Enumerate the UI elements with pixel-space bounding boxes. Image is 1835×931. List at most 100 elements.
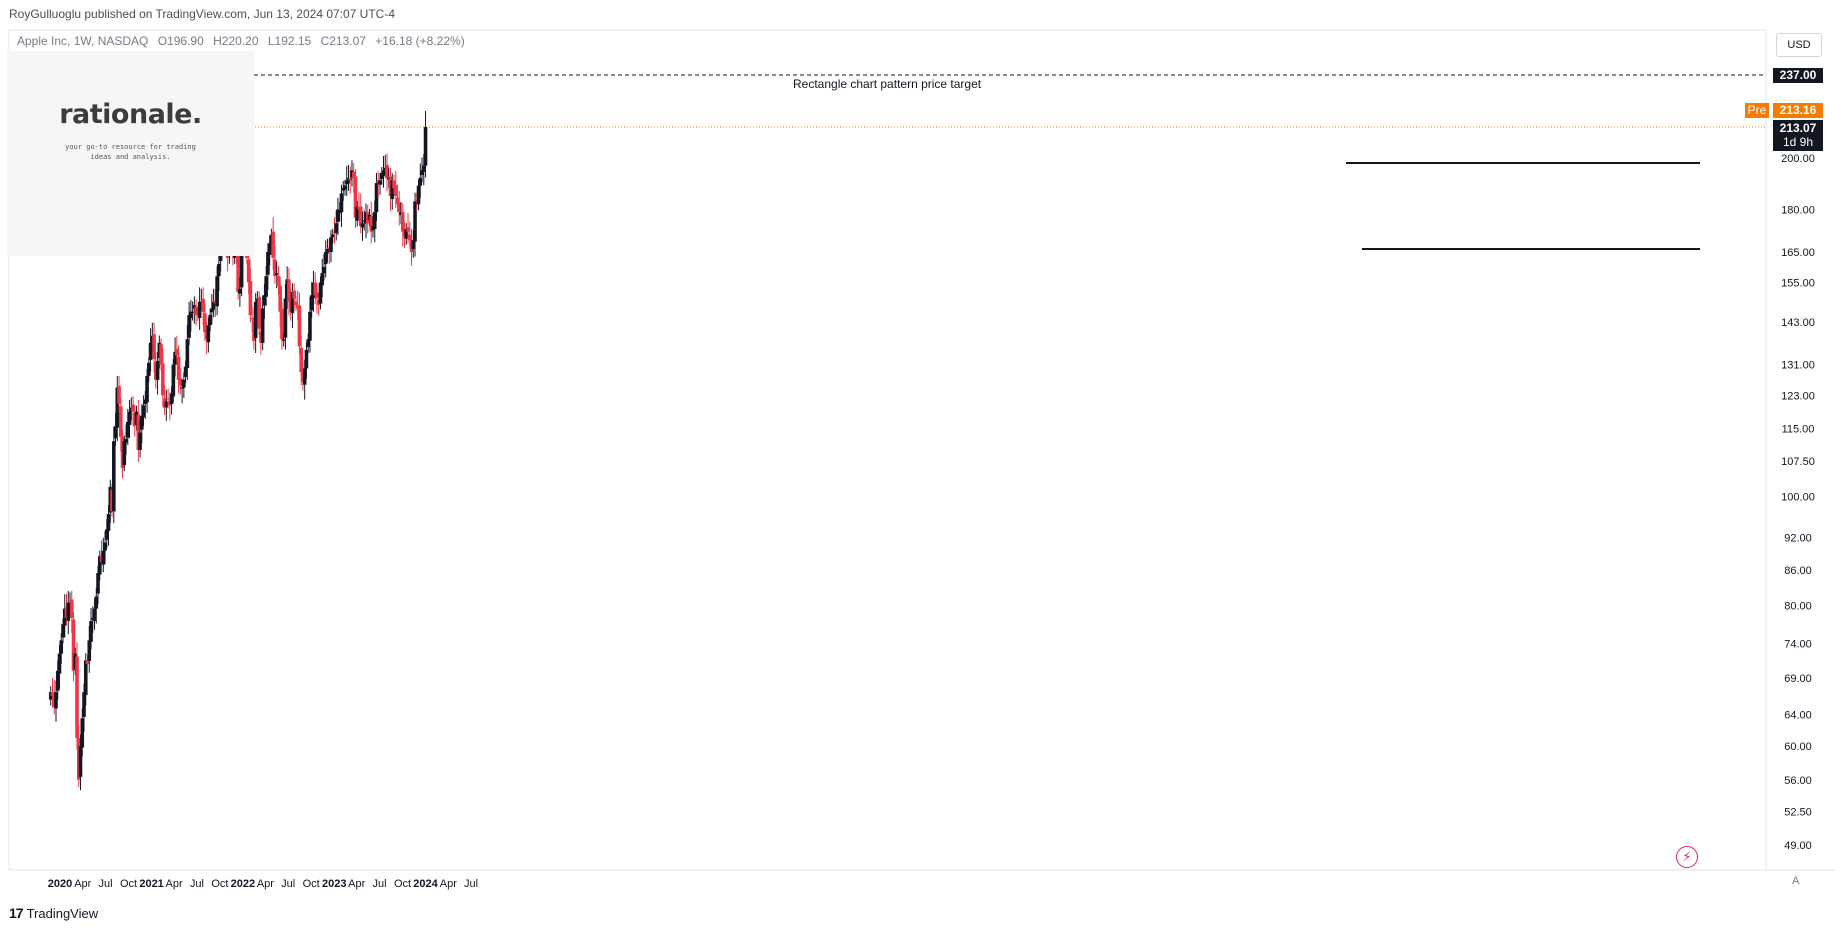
candle-body bbox=[166, 398, 170, 400]
candle-body bbox=[57, 653, 62, 674]
candle-body bbox=[323, 251, 328, 265]
candle-body bbox=[127, 411, 132, 425]
candle-body bbox=[187, 315, 191, 338]
price-tick-label: 80.00 bbox=[1784, 601, 1812, 613]
candle-body bbox=[197, 301, 202, 319]
candle-body bbox=[178, 378, 183, 386]
tradingview-mark-icon: 17 bbox=[9, 905, 24, 921]
auto-scale-button[interactable]: A bbox=[1792, 875, 1800, 887]
candle-body bbox=[355, 206, 360, 221]
candle-body bbox=[421, 165, 426, 172]
time-tick-label: Apr bbox=[348, 878, 365, 890]
candle-body bbox=[92, 608, 97, 621]
candle-body bbox=[215, 276, 219, 307]
tradingview-logo[interactable]: 17 TradingView bbox=[9, 905, 98, 921]
time-tick-label: Apr bbox=[257, 878, 274, 890]
time-tick-label: Oct bbox=[303, 878, 320, 890]
candle-body bbox=[385, 164, 389, 178]
price-tick-label: 123.00 bbox=[1781, 390, 1815, 402]
candle-body bbox=[89, 621, 93, 642]
price-tick-label: 60.00 bbox=[1784, 741, 1812, 753]
candle-body bbox=[348, 177, 353, 181]
candle-body bbox=[238, 288, 242, 294]
symbol-label[interactable]: Apple Inc, 1W, NASDAQ bbox=[17, 34, 149, 48]
candle-body bbox=[171, 364, 176, 397]
candle-body bbox=[211, 301, 216, 310]
price-tick-label: 143.00 bbox=[1781, 317, 1815, 329]
candle-body bbox=[281, 339, 286, 341]
time-tick-label: Jul bbox=[464, 878, 478, 890]
candle-body bbox=[260, 308, 265, 343]
currency-button[interactable]: USD bbox=[1776, 33, 1822, 57]
candle-body bbox=[69, 599, 74, 618]
candle-body bbox=[87, 640, 92, 661]
candle-body bbox=[236, 249, 240, 293]
candle-body bbox=[274, 273, 279, 275]
bar-countdown: 1d 9h bbox=[1782, 135, 1814, 149]
candle-body bbox=[71, 619, 76, 671]
candle-body bbox=[400, 212, 405, 232]
candle-body bbox=[145, 375, 149, 403]
candle-body bbox=[393, 185, 398, 197]
lightning-icon[interactable]: ⚡ bbox=[1676, 846, 1698, 868]
candle-body bbox=[115, 387, 120, 428]
price-tick-label: 52.50 bbox=[1784, 806, 1812, 818]
change-value: +16.18 (+8.22%) bbox=[375, 34, 465, 48]
candle-body bbox=[185, 339, 190, 369]
candle-body bbox=[248, 281, 253, 316]
candle-body bbox=[266, 251, 270, 275]
last-price-tag: 213.07 1d 9h bbox=[1773, 120, 1823, 151]
candle-body bbox=[126, 421, 130, 438]
target-annotation[interactable]: Rectangle chart pattern price target bbox=[793, 77, 982, 91]
time-tick-label: Jul bbox=[281, 878, 295, 890]
candle-body bbox=[122, 441, 127, 466]
candle-body bbox=[379, 172, 384, 180]
candle-body bbox=[306, 339, 310, 348]
candle-body bbox=[104, 529, 109, 540]
candle-body bbox=[97, 556, 102, 575]
candle-body bbox=[175, 348, 179, 356]
price-tick-label: 64.00 bbox=[1784, 710, 1812, 722]
candle-body bbox=[346, 177, 351, 184]
time-tick-label: 2023 bbox=[322, 878, 346, 890]
candle-body bbox=[48, 692, 53, 700]
candle-body bbox=[302, 368, 307, 385]
price-tick-label: 165.00 bbox=[1781, 247, 1815, 259]
candle-body bbox=[103, 542, 107, 551]
candle-body bbox=[140, 415, 144, 430]
candle-body bbox=[358, 206, 363, 227]
tradingview-wordmark: TradingView bbox=[26, 906, 99, 921]
candle-body bbox=[315, 292, 319, 299]
candle-body bbox=[309, 295, 314, 311]
candle-body bbox=[372, 212, 377, 229]
candle-body bbox=[111, 441, 116, 512]
price-tick-label: 69.00 bbox=[1784, 673, 1812, 685]
candle-body bbox=[159, 344, 163, 365]
candle-body bbox=[83, 660, 88, 696]
candle-body bbox=[322, 266, 326, 274]
price-tick-label: 100.00 bbox=[1781, 492, 1815, 504]
candle-body bbox=[54, 692, 58, 709]
candle-body bbox=[262, 295, 267, 306]
candle-body bbox=[96, 573, 100, 594]
candle-body bbox=[267, 243, 272, 255]
price-axis[interactable]: 49.00 52.50 56.00 60.00 64.00 69.00 74.00 80.00… bbox=[1781, 153, 1815, 852]
time-tick-label: Jul bbox=[99, 878, 113, 890]
candle-body bbox=[59, 640, 64, 654]
candle-body bbox=[131, 404, 135, 412]
candle-body bbox=[80, 718, 85, 748]
candle-body bbox=[287, 279, 291, 302]
candle-body bbox=[217, 263, 221, 277]
candle-body bbox=[418, 177, 423, 186]
time-tick-label: Jul bbox=[372, 878, 386, 890]
candle-body bbox=[406, 227, 410, 232]
candle-body bbox=[180, 387, 184, 389]
time-axis[interactable]: 2020 Apr Jul Oct 2021 Apr Jul Oct 2022 Apr Jul Oct 2… bbox=[48, 878, 478, 890]
price-tick-label: 74.00 bbox=[1784, 639, 1812, 651]
candle-body bbox=[308, 311, 312, 341]
candle-body bbox=[378, 180, 382, 185]
time-tick-label: Oct bbox=[211, 878, 228, 890]
price-tick-label: 92.00 bbox=[1784, 532, 1812, 544]
candle-body bbox=[271, 231, 275, 258]
